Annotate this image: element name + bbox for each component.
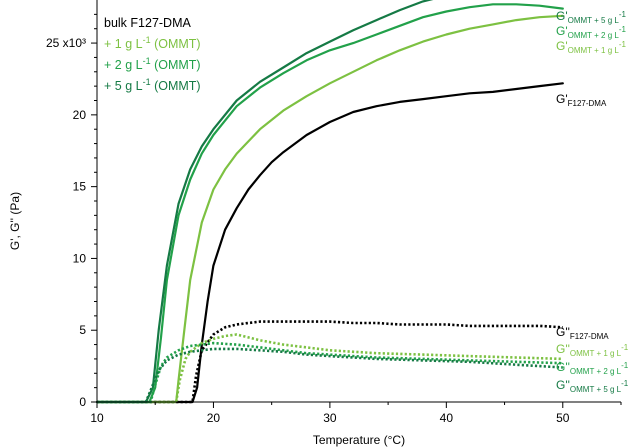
series-label-g-f127-dma: G''F127-DMA (556, 325, 609, 341)
x-tick-label: 20 (207, 411, 221, 425)
series-label-g-ommt-5-g-l-1: G'OMMT + 5 g L-1 (556, 9, 626, 25)
x-tick-label: 40 (440, 411, 454, 425)
legend-entry-2: + 1 g L-1 (OMMT) (104, 35, 201, 51)
x-tick-label: 50 (556, 411, 570, 425)
series-line-4 (95, 0, 434, 404)
series-line-3 (95, 3, 564, 404)
series-labels: G'F127-DMA G'OMMT + 1 g L-1G'OMMT + 2 g L… (556, 9, 629, 394)
y-tick-label: 5 (79, 323, 86, 337)
series-label-g-ommt-1-g-l-1: G'OMMT + 1 g L-1 (556, 39, 626, 55)
x-tick-label: 30 (323, 411, 337, 425)
y-tick-label: 25 x10³ (46, 36, 86, 50)
series-layer (95, 0, 564, 404)
legend-entry-1: bulk F127-DMA (104, 16, 191, 30)
ticks-layer: 10 20 30 40 50 0 5 10 15 20 25 x10³ (46, 13, 622, 425)
y-tick-label: 0 (79, 395, 86, 409)
series-label-g-ommt-2-g-l-1: G''OMMT + 2 g L-1 (556, 360, 629, 376)
y-axis-title: G', G'' (Pa) (8, 192, 22, 250)
x-axis-title: Temperature (°C) (313, 433, 405, 447)
series-label-g-f127-dma: G'F127-DMA (556, 92, 607, 108)
series-label-g-ommt-1-g-l-1: G''OMMT + 1 g L-1 (556, 342, 629, 358)
legend-entry-4: + 5 g L-1 (OMMT) (104, 77, 201, 93)
series-label-g-ommt-2-g-l-1: G'OMMT + 2 g L-1 (556, 24, 626, 40)
y-tick-label: 20 (73, 108, 87, 122)
series-line-8 (97, 347, 563, 404)
series-label-g-ommt-5-g-l-1: G''OMMT + 5 g L-1 (556, 378, 629, 394)
legend-entry-3: + 2 g L-1 (OMMT) (104, 56, 201, 72)
x-tick-label: 10 (90, 411, 104, 425)
y-tick-label: 15 (73, 180, 87, 194)
series-line-1 (95, 82, 564, 404)
y-tick-label: 10 (73, 251, 87, 265)
series-line-2 (95, 14, 564, 404)
series-line-7 (97, 341, 563, 404)
series-line-6 (97, 333, 563, 404)
legend: bulk F127-DMA + 1 g L-1 (OMMT) + 2 g L-1 (… (104, 16, 201, 93)
